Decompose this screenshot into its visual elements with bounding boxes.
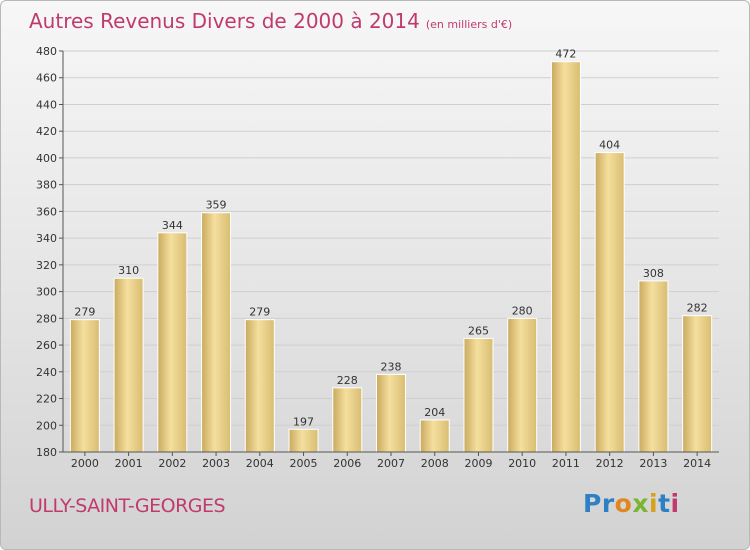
y-tick-label: 480: [36, 45, 57, 58]
bar: [550, 61, 581, 453]
bar: [332, 387, 363, 453]
y-tick-label: 380: [36, 179, 57, 192]
chart-title: Autres Revenus Divers de 2000 à 2014 (en …: [29, 9, 512, 33]
bar-value-label: 404: [599, 139, 620, 152]
y-tick-label: 200: [36, 419, 57, 432]
bar: [682, 315, 713, 453]
y-tick-label: 300: [36, 286, 57, 299]
x-tick-label: 2006: [333, 457, 361, 470]
bar-value-label: 197: [293, 415, 314, 428]
x-tick-label: 2008: [421, 457, 449, 470]
x-tick-label: 2009: [464, 457, 492, 470]
bar-value-label: 279: [74, 306, 95, 319]
bar-value-label: 228: [337, 374, 358, 387]
bar-value-label: 359: [206, 199, 227, 212]
y-tick-label: 360: [36, 205, 57, 218]
y-tick-label: 340: [36, 232, 57, 245]
logo-letter: r: [601, 489, 615, 518]
x-tick-label: 2010: [508, 457, 536, 470]
x-tick-label: 2011: [552, 457, 580, 470]
bar-value-label: 265: [468, 324, 489, 337]
y-tick-label: 460: [36, 72, 57, 85]
bar-value-label: 238: [381, 360, 402, 373]
y-tick-label: 180: [36, 446, 57, 459]
bar-value-label: 310: [118, 264, 139, 277]
y-tick-label: 220: [36, 393, 57, 406]
bar: [463, 337, 494, 453]
logo-letter: o: [614, 489, 633, 518]
logo-letter: i: [670, 489, 680, 518]
bar: [244, 319, 275, 453]
x-tick-label: 2001: [115, 457, 143, 470]
logo-letter: P: [583, 489, 602, 518]
bars: 279 310 344 359 279 197 228 238 204 265 280 472 404 3…: [69, 48, 713, 453]
location-label: ULLY-SAINT-GEORGES: [29, 495, 226, 517]
y-tick-label: 240: [36, 366, 57, 379]
bar-value-label: 308: [643, 267, 664, 280]
x-tick-label: 2007: [377, 457, 405, 470]
bar: [376, 373, 406, 453]
y-tick-label: 260: [36, 339, 57, 352]
bar: [201, 212, 232, 453]
x-tick-label: 2003: [202, 457, 230, 470]
y-tick-label: 280: [36, 312, 57, 325]
bar: [507, 317, 538, 453]
x-tick-label: 2005: [290, 457, 318, 470]
bar-value-label: 472: [555, 48, 576, 61]
y-axis: 180 200 220 240 260 280 300 320 340 360 380 400 420 4…: [36, 45, 64, 459]
chart-subtitle: (en milliers d'€): [425, 18, 513, 31]
x-tick-label: 2012: [596, 457, 624, 470]
y-tick-label: 320: [36, 259, 57, 272]
chart-title-text: Autres Revenus Divers de 2000 à 2014: [29, 9, 420, 33]
x-tick-label: 2014: [683, 457, 711, 470]
bar-value-label: 282: [687, 302, 708, 315]
bar: [69, 319, 100, 453]
x-tick-label: 2004: [246, 457, 274, 470]
proxiti-logo[interactable]: Proxiti: [583, 489, 680, 518]
bar-value-label: 279: [249, 306, 270, 319]
bar-value-label: 280: [512, 304, 533, 317]
logo-letter: i: [649, 489, 659, 518]
x-tick-label: 2002: [158, 457, 186, 470]
bar: [638, 280, 669, 453]
x-tick-label: 2013: [639, 457, 667, 470]
bar: [419, 419, 450, 453]
x-tick-label: 2000: [71, 457, 99, 470]
x-axis: 2000 2001 2002 2003 2004 2005 2006 2007 2008 2009…: [63, 451, 719, 470]
bar: [594, 152, 625, 453]
bar-value-label: 204: [424, 406, 445, 419]
logo-letter: x: [632, 489, 649, 518]
bar-value-label: 344: [162, 219, 183, 232]
y-tick-label: 420: [36, 125, 57, 138]
bar: [157, 232, 188, 453]
logo-letter: t: [658, 489, 671, 518]
bar: [288, 428, 319, 453]
y-tick-label: 400: [36, 152, 57, 165]
y-tick-label: 440: [36, 98, 57, 111]
bar: [113, 277, 144, 453]
